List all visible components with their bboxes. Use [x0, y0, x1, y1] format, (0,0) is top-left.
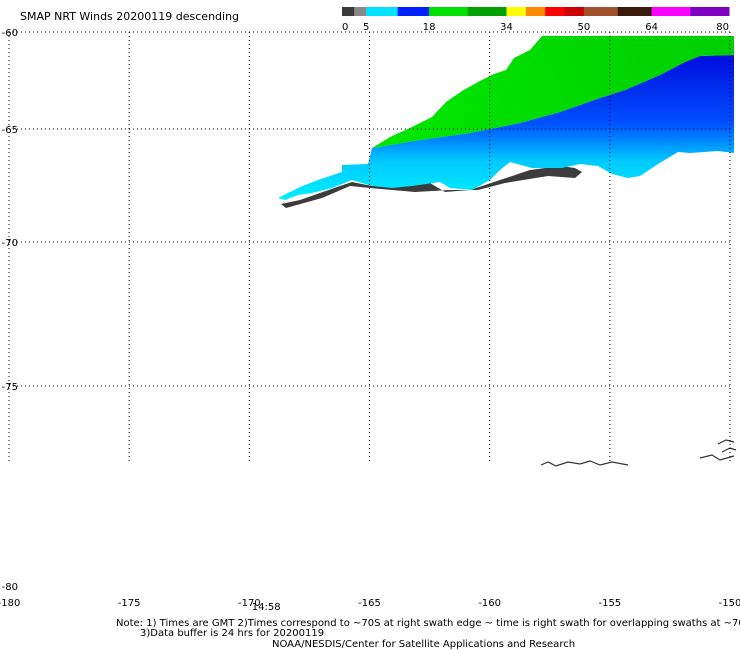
colorbar-swatch	[467, 7, 507, 16]
colorbar-swatch	[506, 7, 527, 16]
longitude-tick-label: -175	[118, 598, 141, 609]
colorbar-swatch	[545, 7, 566, 16]
latitude-tick-label: -80	[2, 582, 18, 593]
light-to-moderate-wind-region	[278, 55, 734, 200]
latitude-tick-label: -75	[2, 382, 18, 393]
latitude-tick-label: -70	[2, 238, 18, 249]
colorbar-swatch	[397, 7, 430, 16]
longitude-tick-label: -180	[0, 598, 20, 609]
swath-time-label: 14:58	[252, 602, 281, 613]
colorbar-swatch	[651, 7, 691, 16]
longitude-tick-label: -155	[598, 598, 621, 609]
colorbar-tick-label: 5	[363, 22, 369, 33]
wind-swath	[278, 36, 734, 208]
latitude-tick-label: -60	[2, 28, 18, 39]
colorbar-swatch	[617, 7, 653, 16]
colorbar-tick-label: 0	[342, 22, 348, 33]
longitude-tick-label: -150	[719, 598, 740, 609]
strong-wind-region	[372, 36, 734, 148]
graticule	[8, 31, 731, 464]
colorbar-tick-label: 34	[500, 22, 513, 33]
colorbar-swatch	[583, 7, 619, 16]
colorbar-tick-label: 64	[645, 22, 658, 33]
antarctic-coastline	[540, 439, 737, 467]
colorbar-tick-label: 80	[716, 22, 729, 33]
colorbar-swatch	[342, 7, 355, 16]
longitude-tick-label: -160	[478, 598, 501, 609]
longitude-labels: -180 -175 -170 -165 -160 -155 -150	[0, 598, 740, 609]
note-line-3: NOAA/NESDIS/Center for Satellite Applica…	[272, 639, 575, 650]
longitude-tick-label: -165	[358, 598, 381, 609]
longitude-tick-label: -170	[238, 598, 261, 609]
colorbar-swatch	[354, 7, 367, 16]
colorbar-tick-label: 18	[423, 22, 436, 33]
colorbar-swatch	[366, 7, 399, 16]
latitude-labels: -60 -65 -70 -75 -80	[2, 28, 18, 593]
note-line-2: 3)Data buffer is 24 hrs for 20200119	[140, 628, 324, 639]
latitude-tick-label: -65	[2, 125, 18, 136]
colorbar-swatch	[564, 7, 585, 16]
colorbar-swatch	[690, 7, 730, 16]
wind-speed-colorbar: 0 5 18 34 50 64 80	[342, 7, 730, 33]
map-title: SMAP NRT Winds 20200119 descending	[20, 10, 239, 23]
note-line-1: Note: 1) Times are GMT 2)Times correspon…	[116, 618, 740, 629]
colorbar-swatch	[429, 7, 469, 16]
plot-area	[8, 31, 737, 467]
colorbar-swatch	[525, 7, 546, 16]
calm-wind-region	[281, 166, 582, 208]
colorbar-tick-label: 50	[578, 22, 591, 33]
